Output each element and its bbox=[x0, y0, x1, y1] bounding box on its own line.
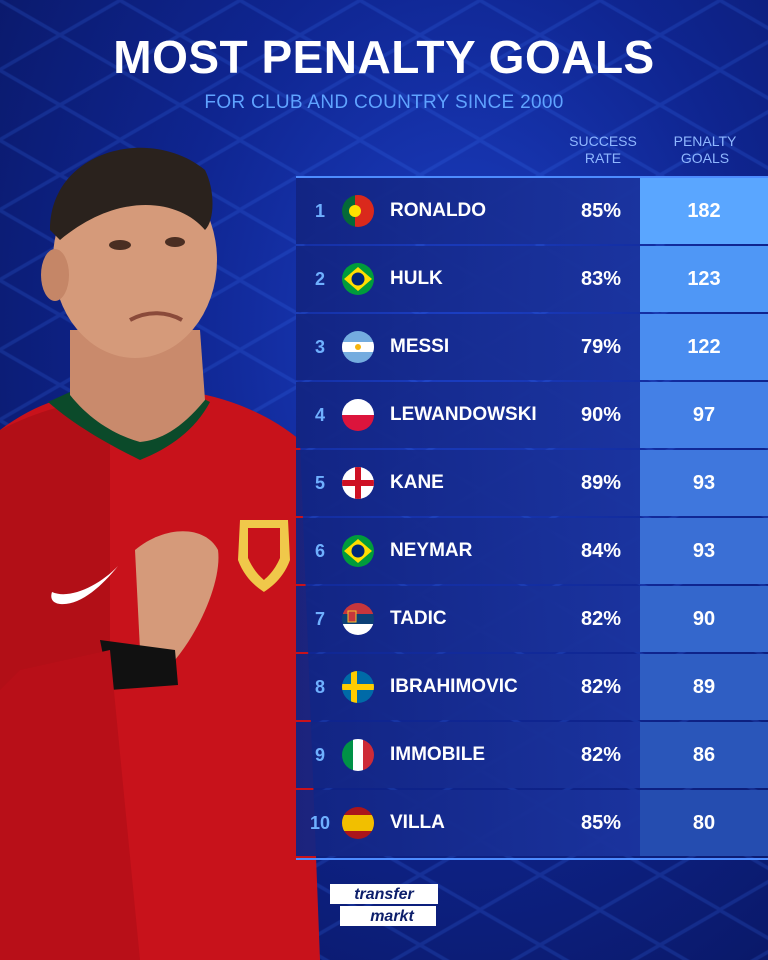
table-row: 5 KANE 89% 93 bbox=[296, 450, 768, 516]
rank-number: 1 bbox=[314, 201, 325, 221]
table-row: 7 TADIC 82% 90 bbox=[296, 586, 768, 652]
poland-flag-icon bbox=[342, 399, 374, 431]
table-row: 4 LEWANDOWSKI 90% 97 bbox=[296, 382, 768, 448]
penalty-goals-value: 93 bbox=[640, 518, 768, 584]
page-subtitle: FOR CLUB AND COUNTRY SINCE 2000 bbox=[204, 92, 564, 113]
brazil-flag-icon bbox=[342, 263, 374, 295]
success-rate-column-header: SUCCESS RATE bbox=[569, 133, 637, 166]
portugal-flag-icon bbox=[342, 195, 374, 227]
penalty-goals-value: 90 bbox=[640, 586, 768, 652]
rank-number: 8 bbox=[314, 677, 325, 697]
rank-number: 5 bbox=[314, 473, 325, 493]
rank-number: 2 bbox=[314, 269, 325, 289]
player-name: MESSI bbox=[390, 336, 450, 357]
player-name: KANE bbox=[390, 472, 444, 493]
penalty-goals-column-header: PENALTY GOALS bbox=[673, 133, 737, 166]
transfermarkt-logo: transfer markt bbox=[330, 884, 438, 926]
penalty-goals-value: 89 bbox=[640, 654, 768, 720]
rank-number: 10 bbox=[309, 813, 331, 833]
italy-flag-icon bbox=[342, 739, 374, 771]
player-name: RONALDO bbox=[390, 200, 487, 221]
player-photo bbox=[0, 147, 320, 960]
page-title: MOST PENALTY GOALS bbox=[113, 31, 655, 83]
table-bottom-border bbox=[296, 858, 768, 860]
logo-text-line2: markt bbox=[370, 908, 414, 925]
player-name: IBRAHIMOVIC bbox=[390, 676, 518, 697]
rank-number: 9 bbox=[314, 745, 325, 765]
player-name: IMMOBILE bbox=[390, 744, 485, 765]
argentina-flag-icon bbox=[342, 331, 374, 363]
penalty-goals-value: 97 bbox=[640, 382, 768, 448]
logo-text-line1: transfer bbox=[354, 886, 414, 903]
table-row: 6 NEYMAR 84% 93 bbox=[296, 518, 768, 584]
player-name: HULK bbox=[390, 268, 443, 289]
table-row: 2 HULK 83% 123 bbox=[296, 246, 768, 312]
success-rate-value: 90% bbox=[580, 404, 622, 426]
rank-number: 6 bbox=[314, 541, 325, 561]
penalty-goals-value: 93 bbox=[640, 450, 768, 516]
rank-number: 4 bbox=[314, 405, 325, 425]
success-rate-value: 82% bbox=[580, 744, 622, 766]
penalty-goals-value: 86 bbox=[640, 722, 768, 788]
success-rate-value: 79% bbox=[580, 336, 622, 358]
penalty-goals-table: 1 RONALDO 85% 182 2 HULK 83% 123 3 MESSI 79% 122 4 LE… bbox=[296, 176, 768, 860]
penalty-goals-value: 80 bbox=[640, 790, 768, 856]
penalty-goals-value: 122 bbox=[640, 314, 768, 380]
serbia-flag-icon bbox=[342, 603, 374, 635]
penalty-goals-value: 182 bbox=[640, 178, 768, 244]
rank-number: 7 bbox=[314, 609, 325, 629]
player-name: LEWANDOWSKI bbox=[390, 404, 537, 425]
table-row: 1 RONALDO 85% 182 bbox=[296, 178, 768, 244]
rank-number: 3 bbox=[314, 337, 325, 357]
success-rate-value: 85% bbox=[580, 200, 622, 222]
success-rate-value: 84% bbox=[580, 540, 622, 562]
table-row: 3 MESSI 79% 122 bbox=[296, 314, 768, 380]
table-row: 8 IBRAHIMOVIC 82% 89 bbox=[296, 654, 768, 720]
table-row: 9 IMMOBILE 82% 86 bbox=[296, 722, 768, 788]
success-rate-value: 85% bbox=[580, 812, 622, 834]
brazil-flag-icon bbox=[342, 535, 374, 567]
success-rate-value: 82% bbox=[580, 676, 622, 698]
player-name: TADIC bbox=[390, 608, 447, 629]
spain-flag-icon bbox=[342, 807, 374, 839]
player-name: NEYMAR bbox=[390, 540, 473, 561]
table-row: 10 VILLA 85% 80 bbox=[296, 790, 768, 856]
success-rate-value: 82% bbox=[580, 608, 622, 630]
success-rate-value: 83% bbox=[580, 268, 622, 290]
england-flag-icon bbox=[342, 467, 374, 499]
sweden-flag-icon bbox=[342, 671, 374, 703]
player-name: VILLA bbox=[390, 812, 445, 833]
success-rate-value: 89% bbox=[580, 472, 622, 494]
penalty-goals-value: 123 bbox=[640, 246, 768, 312]
